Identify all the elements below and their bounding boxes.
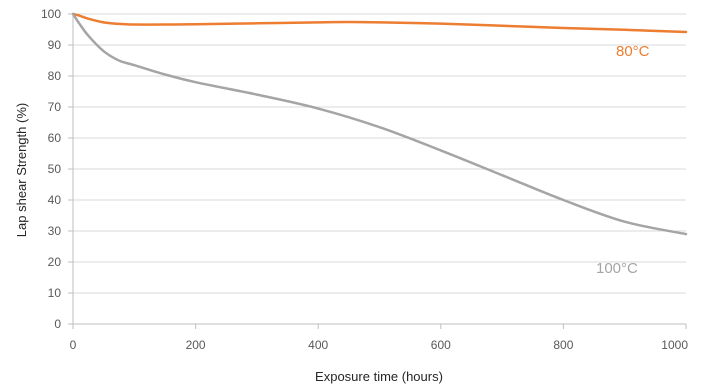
x-tick-label: 1000 — [661, 338, 688, 352]
y-tick-label: 90 — [48, 38, 62, 52]
y-tick-label: 30 — [48, 224, 62, 238]
x-tick-label: 200 — [186, 338, 206, 352]
y-tick-label: 70 — [48, 100, 62, 114]
y-tick-label: 80 — [48, 69, 62, 83]
y-tick-label: 20 — [48, 255, 62, 269]
y-tick-label: 100 — [41, 7, 61, 21]
y-tick-label: 40 — [48, 193, 62, 207]
series-labels: 80°C 100°C — [596, 43, 650, 277]
y-axis-title: Lap shear Strength (%) — [14, 103, 29, 237]
y-tick-label: 60 — [48, 131, 62, 145]
y-tick-label: 50 — [48, 162, 62, 176]
x-axis-title: Exposure time (hours) — [315, 369, 443, 384]
y-tick-label: 10 — [48, 286, 62, 300]
series-line-0 — [71, 12, 688, 34]
series-line-1 — [71, 12, 688, 236]
y-tick-labels: 0 10 20 30 40 50 60 70 80 90 100 — [41, 7, 61, 331]
series-label-0: 80°C — [616, 43, 650, 60]
series-label-1: 100°C — [596, 260, 638, 277]
series-lines — [71, 12, 688, 236]
x-tick-label: 600 — [431, 338, 451, 352]
y-tick-label: 0 — [54, 317, 61, 331]
x-tick-label: 400 — [308, 338, 328, 352]
axes — [68, 13, 687, 329]
gridlines — [73, 13, 686, 294]
x-tick-label: 800 — [553, 338, 573, 352]
x-tick-labels: 0 200 400 600 800 1000 — [70, 338, 689, 352]
x-tick-label: 0 — [70, 338, 77, 352]
